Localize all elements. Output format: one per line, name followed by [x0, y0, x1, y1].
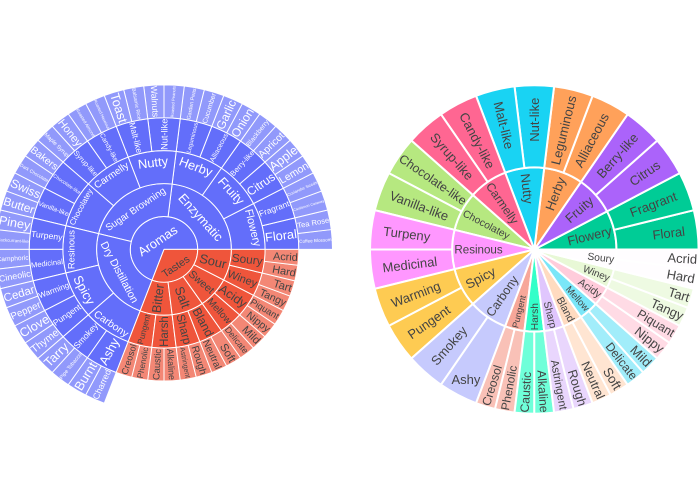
svg-text:Pungent: Pungent	[510, 294, 528, 329]
svg-text:Walnuts: Walnuts	[149, 86, 161, 118]
svg-text:Medicinal: Medicinal	[30, 257, 63, 270]
svg-text:Dry Distillation: Dry Distillation	[98, 240, 141, 305]
svg-text:Turpeny: Turpeny	[382, 224, 431, 245]
svg-text:Smokey: Smokey	[71, 320, 100, 350]
svg-text:Creosol: Creosol	[119, 343, 138, 376]
svg-text:Cineolic: Cineolic	[0, 268, 32, 283]
svg-text:Fruity: Fruity	[562, 193, 597, 226]
svg-text:Alkaline: Alkaline	[165, 348, 177, 380]
svg-text:Enzymatic: Enzymatic	[175, 190, 226, 244]
svg-text:Nutty: Nutty	[137, 153, 169, 171]
svg-text:Fragrant: Fragrant	[628, 189, 680, 221]
svg-text:Sugar Browning: Sugar Browning	[104, 186, 168, 234]
svg-text:Cedar: Cedar	[2, 284, 36, 305]
svg-text:Astringent: Astringent	[178, 347, 191, 379]
svg-text:Fragrant: Fragrant	[257, 198, 291, 219]
svg-text:Syrup-like: Syrup-like	[72, 149, 99, 178]
svg-text:Hard: Hard	[666, 266, 696, 286]
svg-text:Chocolate-like: Chocolate-like	[52, 173, 82, 196]
svg-text:Soury: Soury	[231, 252, 263, 268]
svg-text:Chocolatey: Chocolatey	[68, 187, 95, 226]
svg-text:Floral: Floral	[652, 224, 686, 243]
svg-text:Harsh: Harsh	[530, 303, 541, 331]
svg-text:Pungent: Pungent	[405, 302, 454, 342]
svg-text:Resinous: Resinous	[66, 230, 77, 269]
svg-text:Ashy: Ashy	[96, 335, 123, 367]
svg-text:Berry-like: Berry-like	[228, 149, 256, 178]
svg-text:Aromas: Aromas	[135, 222, 180, 259]
svg-text:Hard: Hard	[271, 264, 297, 280]
svg-text:Herby: Herby	[177, 154, 215, 180]
svg-text:Alliaceous: Alliaceous	[209, 132, 230, 163]
svg-text:Smokey: Smokey	[428, 323, 471, 368]
svg-text:Pungent: Pungent	[135, 313, 152, 346]
svg-text:Sharp: Sharp	[173, 313, 193, 346]
svg-text:Malt-like: Malt-like	[491, 100, 517, 151]
svg-text:Alkaline: Alkaline	[534, 370, 551, 413]
svg-text:Vanilla-like: Vanilla-like	[37, 201, 70, 219]
svg-text:Cardamon Caraway: Cardamon Caraway	[293, 199, 325, 212]
svg-text:Coriander Seeds: Coriander Seeds	[286, 180, 318, 197]
svg-text:Resinous: Resinous	[454, 245, 502, 257]
svg-text:Sour: Sour	[198, 251, 229, 272]
svg-text:Harsh: Harsh	[158, 316, 171, 347]
svg-text:Candy-like: Candy-like	[98, 132, 119, 163]
svg-text:Citrus: Citrus	[244, 170, 278, 199]
svg-text:Piney: Piney	[0, 213, 32, 232]
svg-text:Acrid: Acrid	[273, 251, 298, 264]
svg-text:Soury: Soury	[587, 252, 616, 266]
svg-text:Bakers: Bakers	[28, 145, 60, 173]
svg-text:Tea Rose: Tea Rose	[296, 216, 330, 230]
svg-text:Salt: Salt	[172, 284, 194, 310]
svg-text:Floral: Floral	[264, 227, 297, 244]
svg-text:Medicinal: Medicinal	[382, 254, 438, 276]
svg-text:Carbony: Carbony	[91, 309, 130, 340]
svg-text:Sweet: Sweet	[186, 268, 217, 296]
svg-text:Warming: Warming	[389, 278, 443, 310]
svg-text:Turpeny: Turpeny	[30, 229, 63, 243]
svg-text:Ashy: Ashy	[451, 372, 480, 387]
svg-text:Flowery: Flowery	[566, 223, 614, 248]
svg-text:Spicy: Spicy	[463, 264, 499, 292]
svg-text:Roasted Hazelnut: Roasted Hazelnut	[93, 99, 111, 131]
svg-text:Coffee Blossom: Coffee Blossom	[299, 237, 332, 244]
svg-text:Citrus: Citrus	[627, 157, 664, 189]
svg-text:Herby: Herby	[542, 175, 568, 213]
svg-text:Camphoric: Camphoric	[0, 255, 30, 264]
svg-text:Warming: Warming	[37, 281, 70, 300]
svg-text:Toast: Toast	[107, 91, 131, 125]
svg-text:Carmelly: Carmelly	[483, 180, 521, 227]
svg-text:Acrid: Acrid	[667, 250, 697, 267]
svg-text:Sharp: Sharp	[541, 300, 558, 329]
svg-text:Pungent: Pungent	[51, 302, 83, 328]
svg-text:Carmelly: Carmelly	[92, 160, 131, 191]
svg-text:Nutty: Nutty	[518, 173, 537, 205]
svg-text:Phenolic: Phenolic	[136, 347, 151, 379]
svg-text:Roasted Peanuts: Roasted Peanuts	[170, 86, 177, 118]
svg-text:Malt-like: Malt-like	[127, 121, 145, 154]
svg-text:Spicy: Spicy	[70, 273, 98, 308]
svg-text:Nut-like: Nut-like	[527, 98, 542, 142]
svg-text:Blackcurrant-like: Blackcurrant-like	[0, 237, 30, 244]
svg-text:Bitter: Bitter	[149, 283, 167, 313]
svg-text:Balsamic Rice: Balsamic Rice	[130, 88, 142, 120]
svg-text:Garden Peas: Garden Peas	[186, 88, 198, 120]
svg-text:Leguminous: Leguminous	[186, 122, 200, 154]
svg-text:Nut-like: Nut-like	[159, 119, 169, 150]
svg-text:Tart: Tart	[271, 278, 294, 295]
svg-text:Fruity: Fruity	[215, 174, 248, 208]
svg-text:Caustic: Caustic	[518, 371, 534, 413]
svg-text:Caustic: Caustic	[150, 348, 163, 380]
